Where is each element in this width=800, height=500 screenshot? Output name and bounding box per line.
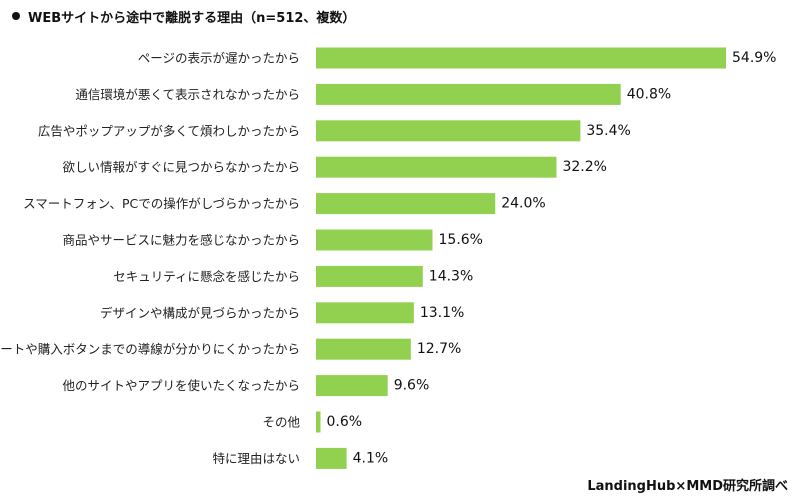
- value-label: 13.1%: [420, 305, 464, 321]
- bar: [316, 120, 581, 142]
- bar: [316, 156, 557, 178]
- bar: [316, 47, 726, 69]
- value-label: 4.1%: [353, 450, 389, 466]
- value-label: 0.6%: [326, 414, 362, 430]
- source-note: LandingHub×MMD研究所調べ: [587, 479, 788, 494]
- value-label: 24.0%: [501, 196, 545, 212]
- value-label: 12.7%: [417, 341, 461, 357]
- category-label: 商品やサービスに魅力を感じなかったから: [62, 233, 300, 248]
- category-label: 特に理由はない: [212, 451, 300, 466]
- category-label: 広告やポップアップが多くて煩わしかったから: [38, 123, 300, 138]
- value-label: 54.9%: [732, 50, 776, 66]
- title-row: WEBサイトから途中で離脱する理由（n=512、複数）: [12, 6, 355, 26]
- bar: [316, 447, 347, 469]
- bar: [316, 375, 388, 397]
- bar: [316, 302, 414, 324]
- bars-layer: [316, 47, 726, 469]
- value-labels: 54.9% 40.8% 35.4% 32.2% 24.0% 15.6% 14.3% 13.1%…: [326, 50, 776, 466]
- category-label: セキュリティに懸念を感じたから: [113, 269, 300, 284]
- value-label: 35.4%: [586, 123, 630, 139]
- value-label: 40.8%: [627, 86, 671, 102]
- category-label: 通信環境が悪くて表示されなかったから: [75, 87, 300, 102]
- category-label: スマートフォン、PCでの操作がしづらかったから: [23, 196, 300, 211]
- bar: [316, 411, 321, 433]
- category-label: 欲しい情報がすぐに見つからなかったから: [62, 160, 300, 175]
- category-label: ページの表示が遅かったから: [138, 51, 300, 66]
- chart-title: WEBサイトから途中で離脱する理由（n=512、複数）: [28, 10, 356, 26]
- category-label: デザインや構成が見づらかったから: [100, 305, 300, 320]
- value-label: 32.2%: [562, 159, 606, 175]
- value-label: 15.6%: [439, 232, 483, 248]
- bar: [316, 265, 423, 287]
- category-label: カートや購入ボタンまでの導線が分かりにくかったから: [0, 342, 300, 357]
- category-label: 他のサイトやアプリを使いたくなったから: [62, 378, 300, 393]
- bar: [316, 83, 621, 105]
- value-label: 9.6%: [394, 378, 430, 394]
- bullet-icon: [12, 12, 20, 20]
- category-labels: ページの表示が遅かったから通信環境が悪くて表示されなかったから広告やポップアップ…: [0, 51, 300, 466]
- bar: [316, 193, 496, 215]
- bar: [316, 338, 411, 360]
- value-label: 14.3%: [429, 268, 473, 284]
- bar: [316, 229, 433, 251]
- category-label: その他: [262, 415, 300, 430]
